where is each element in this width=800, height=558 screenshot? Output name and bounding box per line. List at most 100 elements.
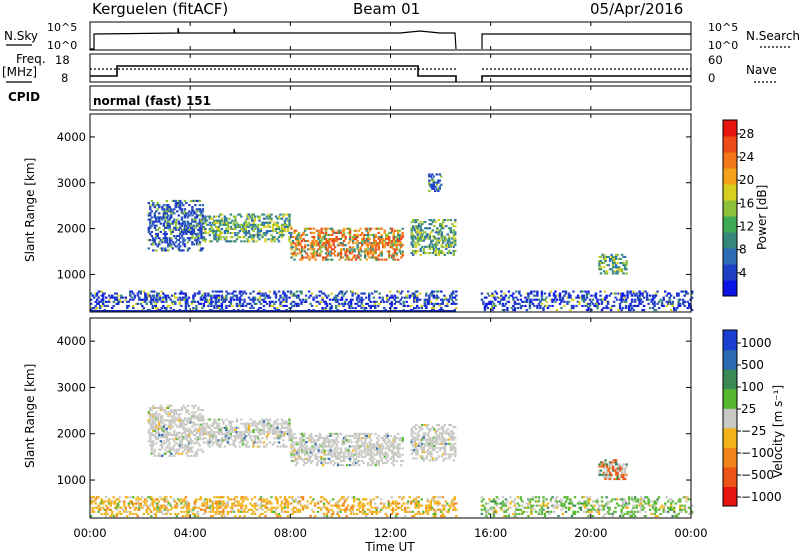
velocity-echo-cell <box>332 443 334 445</box>
power-echo-cell <box>197 237 199 239</box>
power-echo-cell <box>194 204 196 206</box>
power-echo-cell <box>282 214 284 216</box>
velocity-echo-cell <box>414 432 416 434</box>
power-echo-cell <box>311 305 313 307</box>
power-echo-cell <box>288 218 290 220</box>
cpid-panel: CPID normal (fast) 151 <box>8 86 691 110</box>
velocity-echo-cell <box>212 505 214 507</box>
velocity-echo-cell <box>202 415 204 417</box>
power-echo-cell <box>221 291 223 293</box>
power-echo-cell <box>258 293 260 295</box>
power-echo-cell <box>201 299 203 301</box>
power-echo-cell <box>626 297 628 299</box>
velocity-echo-cell <box>169 451 171 453</box>
power-echo-cell <box>352 240 354 242</box>
power-echo-cell <box>349 228 351 230</box>
velocity-echo-cell <box>358 456 360 458</box>
power-echo-cell <box>542 309 544 311</box>
power-echo-cell <box>137 293 139 295</box>
power-echo-cell <box>553 299 555 301</box>
power-echo-cell <box>267 295 269 297</box>
power-echo-cell <box>290 257 292 259</box>
power-echo-cell <box>436 244 438 246</box>
power-echo-cell <box>442 252 444 254</box>
power-echo-cell <box>450 227 452 229</box>
power-echo-cell <box>218 226 220 228</box>
power-echo-cell <box>161 206 163 208</box>
power-echo-cell <box>293 259 295 261</box>
power-echo-cell <box>672 301 674 303</box>
power-echo-cell <box>600 268 602 270</box>
power-echo-cell <box>399 230 401 232</box>
power-echo-cell <box>414 229 416 231</box>
power-echo-cell <box>438 248 440 250</box>
power-echo-cell <box>239 214 241 216</box>
velocity-echo-cell <box>206 498 208 500</box>
power-echo-cell <box>301 246 303 248</box>
power-echo-cell <box>178 229 180 231</box>
power-echo-cell <box>149 206 151 208</box>
velocity-echo-cell <box>436 441 438 443</box>
power-echo-cell <box>343 228 345 230</box>
velocity-echo-cell <box>169 455 171 457</box>
velocity-echo-cell <box>359 450 361 452</box>
power-echo-cell <box>200 297 202 299</box>
power-echo-cell <box>148 247 150 249</box>
velocity-echo-cell <box>135 513 137 515</box>
velocity-echo-cell <box>199 426 201 428</box>
power-echo-cell <box>117 303 119 305</box>
power-echo-cell <box>210 224 212 226</box>
power-echo-cell <box>444 240 446 242</box>
power-echo-cell <box>331 259 333 261</box>
power-echo-cell <box>603 262 605 264</box>
power-echo-cell <box>252 240 254 242</box>
power-echo-cell <box>441 231 443 233</box>
power-echo-cell <box>175 206 177 208</box>
velocity-echo-cell <box>219 507 221 509</box>
power-echo-cell <box>396 255 398 257</box>
power-echo-cell <box>225 220 227 222</box>
power-echo-cell <box>170 208 172 210</box>
velocity-echo-cell <box>439 449 441 451</box>
power-echo-cell <box>338 293 340 295</box>
velocity-echo-cell <box>445 430 447 432</box>
power-echo-cell <box>225 291 227 293</box>
velocity-echo-cell <box>140 503 142 505</box>
power-echo-cell <box>329 303 331 305</box>
velocity-echo-cell <box>310 439 312 441</box>
power-echo-cell <box>442 221 444 223</box>
velocity-echo-cell <box>310 433 312 435</box>
power-echo-cell <box>623 295 625 297</box>
power-echo-cell <box>500 291 502 293</box>
power-echo-cell <box>198 293 200 295</box>
power-echo-cell <box>684 301 686 303</box>
power-echo-cell <box>213 307 215 309</box>
power-echo-cell <box>313 242 315 244</box>
power-echo-cell <box>374 307 376 309</box>
velocity-echo-cell <box>176 434 178 436</box>
power-echo-cell <box>240 291 242 293</box>
velocity-echo-cell <box>152 503 154 505</box>
velocity-echo-cell <box>438 437 440 439</box>
velocity-echo-cell <box>340 450 342 452</box>
velocity-echo-cell <box>609 472 611 474</box>
velocity-echo-cell <box>394 435 396 437</box>
velocity-echo-cell <box>176 451 178 453</box>
power-echo-cell <box>439 180 441 182</box>
power-echo-cell <box>375 248 377 250</box>
power-echo-cell <box>298 248 300 250</box>
power-echo-cell <box>275 293 277 295</box>
velocity-echo-cell <box>370 439 372 441</box>
velocity-echo-cell <box>444 441 446 443</box>
velocity-echo-cell <box>373 447 375 449</box>
power-echo-cell <box>386 301 388 303</box>
power-echo-cell <box>430 175 432 177</box>
power-echo-cell <box>266 232 268 234</box>
power-echo-cell <box>251 305 253 307</box>
velocity-echo-cell <box>191 432 193 434</box>
power-echo-cell <box>285 224 287 226</box>
power-echo-cell <box>196 216 198 218</box>
power-echo-cell <box>378 248 380 250</box>
power-echo-cell <box>343 230 345 232</box>
